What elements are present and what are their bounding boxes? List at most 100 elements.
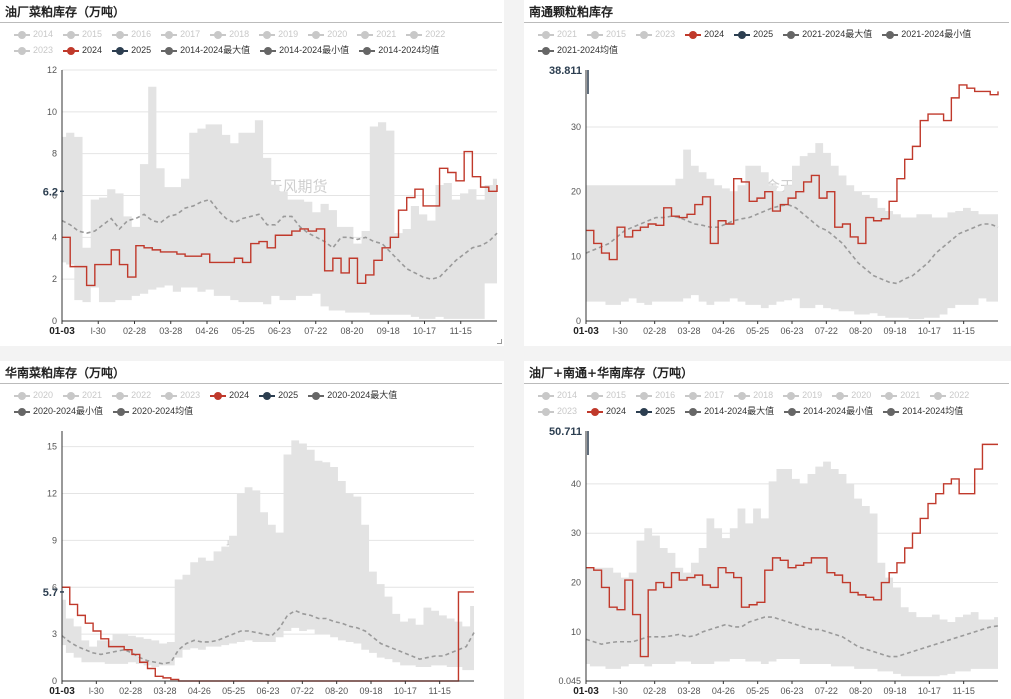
legend-item[interactable]: 2016	[636, 387, 675, 403]
legend-item[interactable]: 2018	[734, 387, 773, 403]
legend-label: 2020-2024均值	[132, 406, 194, 416]
legend-item[interactable]: 2023	[538, 403, 577, 419]
legend-item[interactable]: 2021	[357, 26, 396, 42]
legend-marker-icon	[161, 46, 178, 55]
legend-marker-icon	[636, 391, 653, 400]
legend-item[interactable]: 2017	[161, 26, 200, 42]
legend-item[interactable]: 2025	[636, 403, 675, 419]
legend-marker-icon	[734, 391, 751, 400]
legend-item[interactable]: 2021	[881, 387, 920, 403]
y-tick-label: 20	[571, 578, 581, 588]
legend-item[interactable]: 2021-2024均值	[538, 42, 618, 58]
legend-marker-icon	[832, 391, 849, 400]
legend-item[interactable]: 2021-2024最大值	[783, 26, 872, 42]
legend-label: 2014	[557, 390, 578, 400]
legend-item[interactable]: 2014-2024最大值	[161, 42, 250, 58]
legend-item[interactable]: 2025	[259, 387, 298, 403]
legend-item[interactable]: 2021	[63, 387, 102, 403]
panel-nantong-pellet-meal: 南通颗粒粕库存 2021 2015 2023 2024 2025 2021-2024最大值…	[524, 0, 1011, 346]
y-tick-label: 0	[576, 316, 581, 326]
legend-item[interactable]: 2023	[636, 26, 675, 42]
x-tick-label: 05-25	[232, 326, 255, 336]
legend-label: 2025	[278, 390, 299, 400]
legend-marker-icon	[685, 30, 702, 39]
legend-marker-icon	[636, 30, 653, 39]
legend-marker-icon	[538, 391, 554, 400]
x-tick-label: 06-23	[256, 686, 279, 696]
legend-item[interactable]: 2014	[14, 26, 53, 42]
y-tick-label: 3	[52, 629, 57, 639]
legend-label: 2015	[82, 29, 103, 39]
chart-title: 华南菜粕库存（万吨）	[5, 366, 126, 380]
axis-pointer-label: 5.7	[43, 587, 58, 599]
legend-item[interactable]: 2024	[685, 26, 724, 42]
legend-item[interactable]: 2014-2024最大值	[685, 403, 774, 419]
legend-marker-icon	[63, 46, 80, 55]
y-tick-label: 12	[47, 489, 57, 499]
legend-item[interactable]: 2019	[259, 26, 298, 42]
legend-item[interactable]: 2022	[112, 387, 151, 403]
legend-item[interactable]: 2014	[538, 387, 577, 403]
y-tick-label: 4	[52, 232, 57, 242]
legend-item[interactable]: 2020-2024均值	[113, 403, 193, 419]
chart-title: 南通颗粒粕库存	[529, 5, 614, 19]
legend-item[interactable]: 2022	[930, 387, 969, 403]
legend-item[interactable]: 2017	[685, 387, 724, 403]
legend-label: 2017	[180, 29, 201, 39]
legend-item[interactable]: 2020-2024最大值	[308, 387, 397, 403]
x-tick-label: 04-26	[188, 686, 211, 696]
legend-item[interactable]: 2018	[210, 26, 249, 42]
axis-pointer-label: 38.811	[549, 65, 582, 77]
legend-item[interactable]: 2014-2024均值	[359, 42, 439, 58]
legend-item[interactable]: 2014-2024均值	[883, 403, 963, 419]
legend-marker-icon	[784, 407, 801, 416]
legend-item[interactable]: 2014-2024最小值	[784, 403, 873, 419]
legend-label: 2023	[180, 390, 201, 400]
x-tick-label: l-30	[613, 326, 628, 336]
panel-south-china-meal: 华南菜粕库存（万吨） 2020 2021 2022 2023 2024 2025 2020-…	[0, 361, 504, 699]
legend-item[interactable]: 2022	[406, 26, 445, 42]
legend-item[interactable]: 2015	[63, 26, 102, 42]
legend-marker-icon	[63, 30, 80, 39]
average-series-line	[61, 198, 498, 280]
legend-marker-icon	[14, 407, 30, 416]
legend-item[interactable]: 2020	[14, 387, 53, 403]
legend-item[interactable]: 2020	[832, 387, 871, 403]
legend-item[interactable]: 2019	[783, 387, 822, 403]
legend-item[interactable]: 2024	[63, 42, 102, 58]
x-tick-label: 02-28	[119, 686, 142, 696]
legend-label: 2014-2024最大值	[180, 45, 251, 55]
legend-item[interactable]: 2016	[112, 26, 151, 42]
legend-label: 2024	[229, 390, 250, 400]
legend-item[interactable]: 2020-2024最小值	[14, 403, 103, 419]
legend-item[interactable]: 2015	[587, 387, 626, 403]
legend-label: 2014-2024最大值	[704, 406, 775, 416]
x-tick-label: 11-15	[450, 326, 472, 336]
x-tick-label: 06-23	[780, 326, 803, 336]
legend-marker-icon	[14, 46, 30, 55]
legend-label: 2025	[655, 406, 676, 416]
legend-label: 2023	[557, 406, 578, 416]
legend-item[interactable]: 2015	[587, 26, 626, 42]
legend-label: 2020	[33, 390, 54, 400]
legend-item[interactable]: 2025	[734, 26, 773, 42]
resize-handle-icon[interactable]	[497, 339, 502, 344]
legend-item[interactable]: 2021-2024最小值	[882, 26, 971, 42]
legend-marker-icon	[112, 30, 129, 39]
legend-item[interactable]: 2025	[112, 42, 151, 58]
x-tick-label: 11-15	[428, 686, 450, 696]
y-tick-label: 2	[52, 274, 57, 284]
legend-item[interactable]: 2023	[14, 42, 53, 58]
x-tick-label: 03-28	[153, 686, 176, 696]
legend-item[interactable]: 2024	[210, 387, 249, 403]
legend-item[interactable]: 2020	[308, 26, 347, 42]
legend-item[interactable]: 2014-2024最小值	[260, 42, 349, 58]
legend-label: 2014-2024均值	[902, 406, 964, 416]
legend-item[interactable]: 2024	[587, 403, 626, 419]
legend-item[interactable]: 2021	[538, 26, 577, 42]
x-tick-label: 08-20	[325, 686, 348, 696]
range-band-area	[586, 461, 998, 677]
legend-item[interactable]: 2023	[161, 387, 200, 403]
x-tick-label: 11-15	[952, 326, 974, 336]
